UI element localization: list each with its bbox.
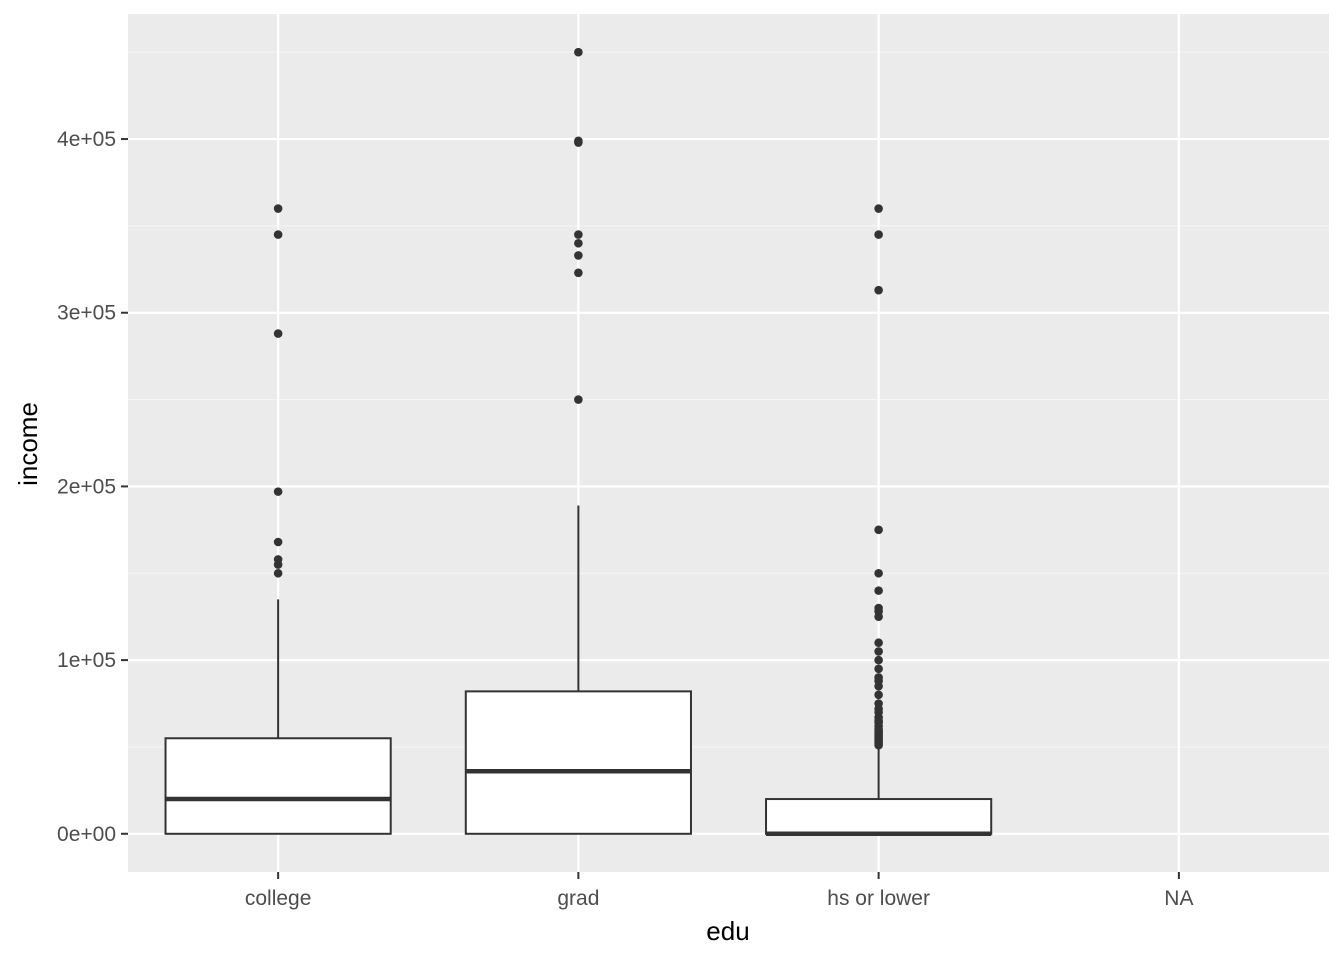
y-tick-label: 4e+05 <box>57 128 116 151</box>
outlier-point <box>273 555 283 564</box>
outlier-point <box>273 204 283 213</box>
outlier-point <box>874 285 883 295</box>
x-axis-title: edu <box>706 916 749 946</box>
outlier-point <box>273 230 283 239</box>
x-tick-label: grad <box>557 887 599 910</box>
plot-panel <box>128 14 1329 872</box>
x-tick-label: hs or lower <box>827 887 930 910</box>
outlier-point <box>874 699 883 708</box>
outlier-point <box>574 47 583 57</box>
outlier-point <box>574 136 583 146</box>
outlier-point <box>273 537 283 547</box>
outlier-point <box>574 395 583 404</box>
y-tick-label: 0e+00 <box>57 823 116 846</box>
outlier-point <box>874 673 883 682</box>
box-college <box>164 204 392 835</box>
x-tick-label: college <box>245 887 312 910</box>
outlier-point <box>874 664 883 674</box>
outlier-point <box>273 487 283 496</box>
outlier-point <box>874 204 883 213</box>
y-tick-label: 3e+05 <box>57 302 116 325</box>
outlier-point <box>874 603 883 613</box>
box-hs-or-lower <box>765 204 993 837</box>
outlier-point <box>574 238 583 248</box>
outlier-point <box>874 586 883 595</box>
box-grad <box>464 47 692 835</box>
y-axis: 0e+00 1e+05 2e+05 3e+05 4e+05 <box>57 128 128 846</box>
y-tick-label: 1e+05 <box>57 649 116 672</box>
outlier-point <box>574 230 583 239</box>
outlier-point <box>273 329 283 338</box>
outlier-point <box>874 230 883 239</box>
box-iqr <box>164 737 392 835</box>
box-iqr <box>464 690 692 835</box>
outlier-point <box>874 647 883 656</box>
box-layer <box>164 47 993 837</box>
outlier-point <box>874 655 883 665</box>
outlier-point <box>273 568 283 578</box>
outlier-point <box>874 690 883 700</box>
y-axis-title: income <box>13 402 43 486</box>
outlier-point <box>574 251 583 260</box>
outlier-point <box>874 568 883 578</box>
x-tick-label: NA <box>1164 887 1193 910</box>
box-iqr <box>765 798 993 835</box>
outlier-point <box>874 638 883 648</box>
x-axis: college grad hs or lower NA <box>245 872 1193 910</box>
y-tick-label: 2e+05 <box>57 475 116 498</box>
outlier-point <box>874 525 883 535</box>
outlier-point <box>574 268 583 278</box>
